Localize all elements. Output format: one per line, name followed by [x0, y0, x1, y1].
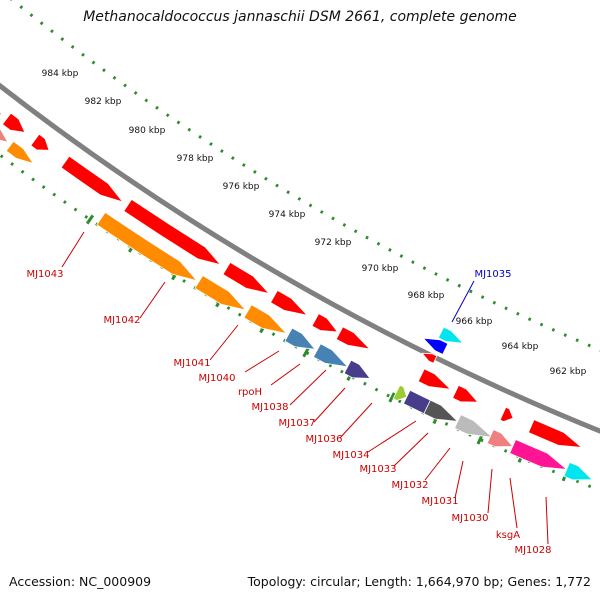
forward-gene[interactable]	[5, 140, 35, 165]
scale-label: 964 kbp	[502, 342, 539, 352]
scale-label: 966 kbp	[456, 317, 493, 327]
forward-gene[interactable]	[0, 122, 9, 143]
gene-mj1042[interactable]	[96, 211, 198, 282]
major-tick	[388, 392, 396, 403]
forward-gene[interactable]	[527, 419, 583, 448]
forward-gene[interactable]	[311, 313, 339, 333]
label-leader	[61, 231, 85, 268]
label-leader	[367, 420, 417, 453]
label-leader	[270, 363, 301, 386]
label-leader	[487, 468, 493, 514]
gene-mj1038[interactable]	[312, 343, 349, 368]
gene-label-mj1030[interactable]: MJ1030	[451, 513, 488, 524]
label-leader	[289, 369, 327, 406]
forward-gene[interactable]	[499, 406, 514, 423]
gene-label-mj1031[interactable]: MJ1031	[421, 496, 458, 507]
forward-gene[interactable]	[417, 368, 452, 390]
accession-text: Accession: NC_000909	[9, 574, 152, 589]
label-leader	[244, 350, 280, 373]
gene-label-mj1036[interactable]: MJ1036	[305, 434, 342, 445]
label-leader	[509, 477, 518, 529]
gene-reverse[interactable]	[422, 337, 449, 355]
scale-label: 982 kbp	[85, 97, 122, 107]
gene-label-mj1035[interactable]: MJ1035	[474, 269, 511, 280]
gene-mj1032[interactable]	[423, 399, 459, 422]
forward-gene[interactable]	[269, 289, 309, 316]
gene-ksgA[interactable]	[509, 438, 568, 470]
forward-gene[interactable]	[30, 133, 50, 151]
outer-tick-ring	[9, 0, 600, 352]
forward-gene[interactable]	[222, 261, 271, 295]
gene-rpoH[interactable]	[284, 327, 316, 350]
gene-label-mj1033[interactable]: MJ1033	[359, 464, 396, 475]
label-leaders	[61, 231, 549, 545]
gene-features[interactable]	[0, 90, 594, 481]
gene-label-mj1037[interactable]: MJ1037	[278, 418, 315, 429]
scale-label: 980 kbp	[129, 126, 166, 136]
gene-label-mj1042[interactable]: MJ1042	[103, 315, 140, 326]
gene-mj1028[interactable]	[563, 461, 594, 481]
major-tick	[302, 347, 310, 358]
major-tick	[476, 434, 484, 445]
scale-label: 972 kbp	[315, 238, 352, 248]
gene-label-mj1028[interactable]: MJ1028	[514, 545, 551, 556]
label-leader	[424, 447, 451, 481]
forward-gene[interactable]	[452, 384, 479, 403]
gene-label-mj1032[interactable]: MJ1032	[391, 480, 428, 491]
label-leader	[313, 387, 346, 423]
gene-mj1034[interactable]	[392, 384, 408, 401]
label-leader	[545, 496, 549, 545]
gene-label-mj1041[interactable]: MJ1041	[173, 358, 210, 369]
gene-mj1040[interactable]	[243, 304, 288, 335]
major-tick	[85, 214, 95, 225]
scale-labels: 984 kbp 982 kbp 980 kbp 978 kbp 976 kbp 974 k…	[42, 69, 587, 377]
scale-label: 962 kbp	[550, 367, 587, 377]
forward-gene[interactable]	[0, 90, 3, 116]
scale-label: 974 kbp	[269, 210, 306, 220]
scale-label: 970 kbp	[362, 264, 399, 274]
gene-label-mj1038[interactable]: MJ1038	[251, 402, 288, 413]
genome-title: Methanocaldococcus jannaschii DSM 2661, …	[83, 9, 517, 25]
gene-mj1030[interactable]	[486, 429, 514, 448]
gene-label-mj1034[interactable]: MJ1034	[332, 450, 369, 461]
forward-gene[interactable]	[335, 326, 371, 350]
gene-mj1041[interactable]	[194, 274, 247, 311]
label-leader	[393, 432, 429, 467]
topology-text: Topology: circular; Length: 1,664,970 bp…	[247, 574, 591, 589]
gene-label-mj1040[interactable]: MJ1040	[198, 373, 235, 384]
gene-mj1031[interactable]	[453, 414, 494, 438]
scale-label: 976 kbp	[223, 182, 260, 192]
scale-label: 984 kbp	[42, 69, 79, 79]
outer-scale-ticks	[9, 0, 600, 352]
label-leader	[339, 402, 373, 439]
gene-reverse[interactable]	[421, 352, 438, 364]
scale-label: 978 kbp	[177, 154, 214, 164]
gene-mj1037[interactable]	[343, 359, 371, 379]
gene-mj1035[interactable]	[437, 326, 464, 344]
forward-gene[interactable]	[123, 198, 222, 266]
label-leader	[139, 281, 166, 319]
gene-label-ksga[interactable]: ksgA	[496, 530, 520, 541]
forward-gene[interactable]	[60, 155, 124, 203]
backbone-arc	[0, 82, 600, 434]
scale-label: 968 kbp	[408, 291, 445, 301]
gene-label-rpoh[interactable]: rpoH	[238, 387, 262, 398]
genome-backbone	[0, 82, 600, 434]
label-leader	[451, 280, 475, 323]
label-leader	[454, 460, 464, 499]
label-leader	[209, 324, 239, 361]
forward-gene[interactable]	[1, 112, 26, 133]
gene-label-mj1043[interactable]: MJ1043	[26, 269, 63, 280]
